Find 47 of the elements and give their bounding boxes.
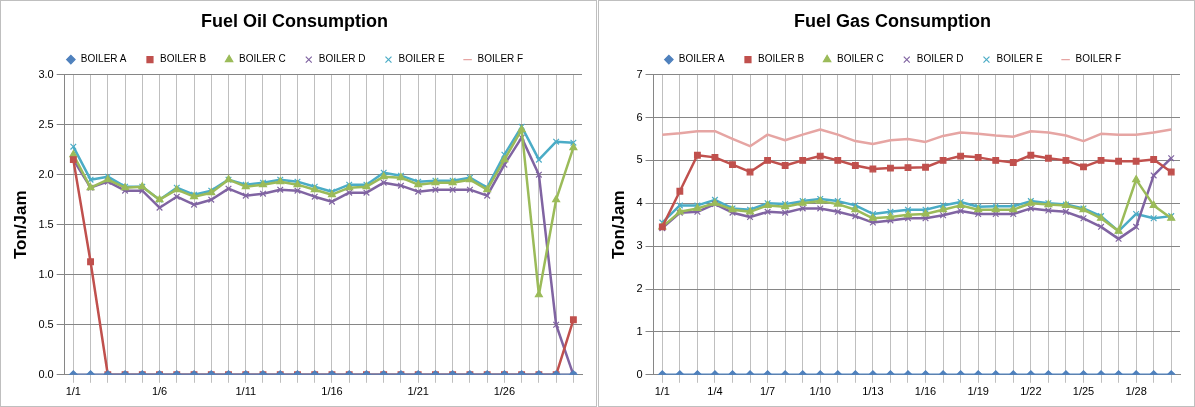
x-tick-label: 1/26 — [493, 385, 516, 398]
y-tick-label: 2 — [636, 282, 643, 295]
y-tick-label: 0.0 — [38, 367, 54, 380]
legend-label: BOILER C — [239, 53, 286, 65]
x-tick-label: 1/16 — [914, 385, 937, 398]
y-tick-label: 5 — [636, 153, 643, 166]
legend-label: BOILER F — [1075, 53, 1122, 65]
y-tick-label: 1 — [636, 324, 643, 337]
y-tick-label: 2.5 — [38, 117, 54, 130]
x-tick-label: 1/10 — [809, 385, 831, 398]
chart-title: Fuel Gas Consumption — [793, 10, 992, 31]
y-tick-label: 7 — [636, 67, 643, 80]
legend-label: BOILER F — [477, 53, 524, 65]
legend-label: BOILER B — [159, 53, 207, 65]
legend-label: BOILER B — [757, 53, 805, 65]
x-tick-label: 1/28 — [1125, 385, 1147, 398]
y-tick-label: 3 — [636, 239, 643, 252]
x-tick-label: 1/1 — [65, 385, 81, 398]
y-tick-label: 0 — [636, 367, 643, 380]
x-tick-label: 1/19 — [967, 385, 989, 398]
x-tick-label: 1/4 — [707, 385, 723, 398]
chart-title: Fuel Oil Consumption — [201, 10, 388, 31]
legend-label: BOILER D — [916, 53, 964, 65]
x-tick-label: 1/13 — [862, 385, 884, 398]
x-tick-label: 1/16 — [321, 385, 343, 398]
x-tick-label: 1/22 — [1020, 385, 1042, 398]
y-axis-title: Ton/Jam — [608, 190, 628, 260]
y-tick-label: 3.0 — [38, 67, 54, 80]
x-tick-label: 1/1 — [654, 385, 670, 398]
legend-label: BOILER C — [837, 53, 884, 65]
y-tick-label: 0.5 — [38, 317, 54, 330]
y-tick-label: 1.0 — [38, 267, 54, 280]
legend-label: BOILER E — [996, 53, 1043, 65]
x-tick-label: 1/21 — [407, 385, 429, 398]
x-tick-label: 1/11 — [235, 385, 257, 398]
x-tick-label: 1/7 — [759, 385, 776, 398]
legend-label: BOILER D — [318, 53, 366, 65]
y-tick-label: 1.5 — [38, 217, 54, 230]
y-tick-label: 2.0 — [38, 167, 54, 180]
y-tick-label: 6 — [636, 110, 643, 123]
y-axis-title: Ton/Jam — [10, 190, 30, 260]
x-tick-label: 1/6 — [151, 385, 168, 398]
legend-label: BOILER A — [80, 53, 127, 65]
legend-label: BOILER E — [398, 53, 445, 65]
x-tick-label: 1/25 — [1072, 385, 1095, 398]
y-tick-label: 4 — [636, 196, 643, 209]
legend-label: BOILER A — [678, 53, 725, 65]
